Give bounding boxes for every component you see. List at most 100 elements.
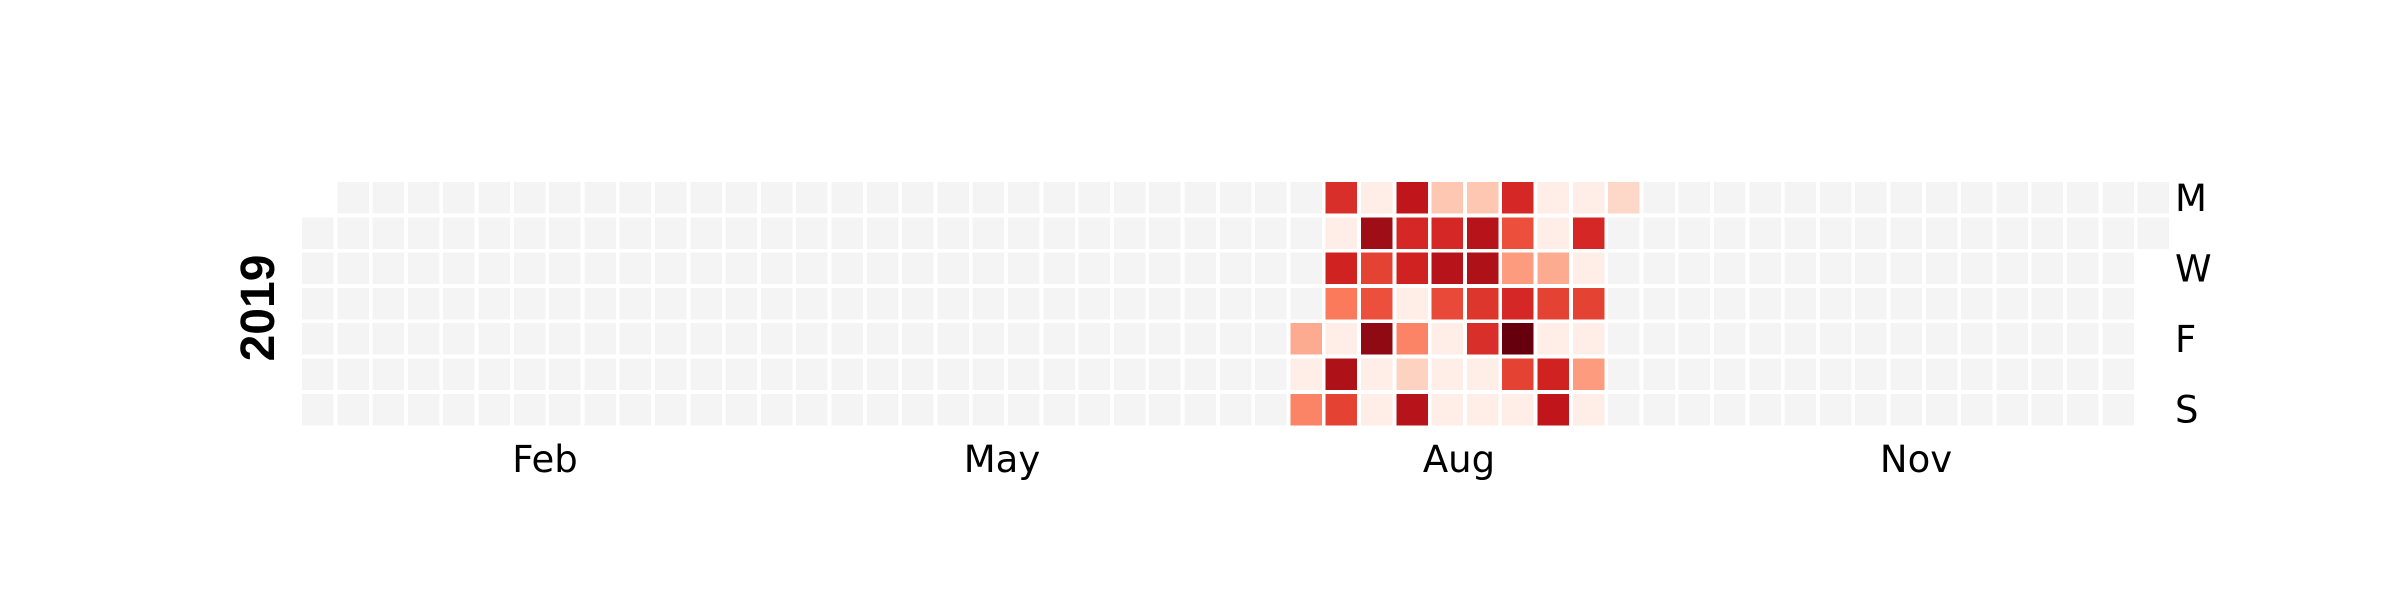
day-cell [1749,252,1781,285]
day-cell [1255,287,1287,320]
day-cell [690,287,722,320]
day-cell [1855,358,1887,390]
day-cell [2102,358,2134,390]
day-cell [1925,323,1958,355]
day-cell [1219,182,1252,214]
day-cell [1572,358,1605,390]
day-cell [407,182,440,214]
day-cell [302,217,334,249]
day-cell [1572,287,1605,320]
day-cell [1961,323,1993,355]
day-cell [1008,252,1040,285]
day-cell [1396,217,1428,249]
day-cell [1678,358,1711,390]
day-cell [372,182,405,214]
day-cell [1466,287,1499,320]
day-cell [2137,217,2170,249]
day-cell [1043,358,1075,390]
day-cell [937,252,969,285]
day-cell [725,252,758,285]
day-cell [831,217,863,249]
day-cell [1255,358,1287,390]
day-cell [549,252,581,285]
day-cell [831,358,863,390]
day-cell [2067,393,2099,426]
day-cell [337,323,369,355]
day-cell [1113,358,1146,390]
day-cell [1608,252,1640,285]
day-cell [937,217,969,249]
day-cell [1608,323,1640,355]
day-cell [2031,252,2064,285]
day-cell [1008,323,1040,355]
day-cell [1043,287,1075,320]
day-cell [584,217,616,249]
day-cell [1925,252,1958,285]
day-cell [1749,393,1781,426]
day-cell [372,287,405,320]
day-cell [937,393,969,426]
day-cell [1749,323,1781,355]
day-cell [902,393,934,426]
day-cell [1008,393,1040,426]
day-cell [407,252,440,285]
day-cell [2031,287,2064,320]
day-cell [1113,393,1146,426]
day-cell [796,393,828,426]
day-cell [1325,393,1358,426]
day-cell [1325,252,1358,285]
day-cell [937,323,969,355]
day-cell [1572,323,1605,355]
day-cell [1184,393,1216,426]
day-cell [1502,182,1534,214]
day-cell [478,217,510,249]
day-cell [1643,252,1675,285]
day-cell [1361,182,1393,214]
day-cell [1537,287,1569,320]
day-cell [1290,217,1322,249]
day-cell [1572,182,1605,214]
day-cell [584,358,616,390]
day-cell [443,323,475,355]
day-cell [1113,182,1146,214]
day-cell [2102,217,2134,249]
day-cell [690,393,722,426]
day-cell [1219,287,1252,320]
day-cell [1608,358,1640,390]
day-cell [1678,393,1711,426]
day-cell [478,252,510,285]
day-cell [1290,358,1322,390]
day-cell [1431,182,1464,214]
day-cell [1396,287,1428,320]
day-cell [584,182,616,214]
day-cell [1325,182,1358,214]
day-cell [549,287,581,320]
day-cell [478,287,510,320]
day-cell [690,323,722,355]
day-cell [1043,182,1075,214]
day-cell [1184,217,1216,249]
day-cell [655,287,687,320]
day-cell [584,252,616,285]
day-cell [1784,182,1817,214]
day-cell [337,393,369,426]
day-cell [619,252,652,285]
day-cell [1290,323,1322,355]
day-cell [1361,217,1393,249]
day-cell [831,252,863,285]
day-label: F [2175,318,2196,361]
day-cell [1361,393,1393,426]
day-cell [1714,217,1746,249]
day-cell [1714,287,1746,320]
day-cell [1502,217,1534,249]
day-cell [1431,323,1464,355]
day-cell [443,217,475,249]
day-cell [1714,358,1746,390]
day-cell [1855,323,1887,355]
day-cell [725,287,758,320]
day-cell [1925,217,1958,249]
day-cell [1961,217,1993,249]
day-cell [1819,217,1852,249]
day-cell [866,217,899,249]
day-cell [2067,182,2099,214]
